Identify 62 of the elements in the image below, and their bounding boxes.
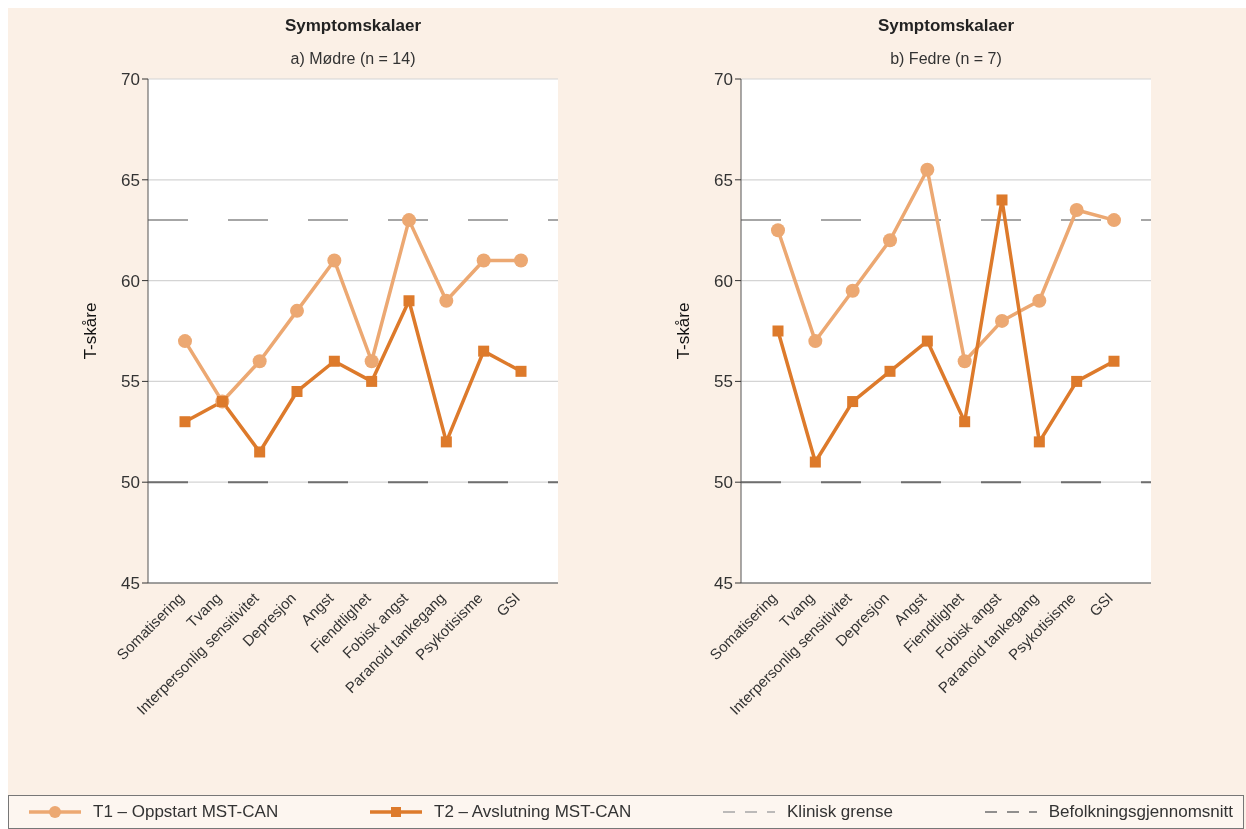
point xyxy=(366,375,378,387)
point xyxy=(364,354,379,369)
y-tick-label: 65 xyxy=(714,170,733,190)
point xyxy=(515,365,527,377)
y-tick-label: 45 xyxy=(121,574,140,594)
point xyxy=(957,354,972,369)
y-tick-label: 65 xyxy=(121,170,140,190)
legend-label: Befolkningsgjennomsnitt xyxy=(1048,802,1233,822)
point xyxy=(808,334,823,349)
point xyxy=(809,456,821,468)
point xyxy=(772,325,784,337)
point xyxy=(291,385,303,397)
point xyxy=(1107,213,1121,228)
chart-subtitle: a) Mødre (n = 14) xyxy=(289,50,417,68)
point xyxy=(1032,293,1047,308)
point xyxy=(1033,436,1045,448)
y-axis-title: T-skåre xyxy=(81,301,101,362)
point xyxy=(996,194,1008,206)
point xyxy=(327,253,342,268)
y-tick-label: 55 xyxy=(714,372,733,392)
point xyxy=(403,295,415,307)
point xyxy=(847,396,859,408)
y-tick-label: 55 xyxy=(121,372,140,392)
point xyxy=(995,313,1009,328)
chart-title: Symptomskalaer xyxy=(283,16,423,36)
legend-label: T2 – Avslutning MST-CAN xyxy=(434,802,632,822)
y-tick-label: 70 xyxy=(121,70,140,90)
y-tick-label: 60 xyxy=(121,271,140,291)
x-tick-label: GSI xyxy=(1085,589,1117,620)
y-tick-label: 60 xyxy=(714,271,733,291)
point xyxy=(478,345,490,357)
point xyxy=(440,436,452,448)
point xyxy=(920,162,935,177)
point xyxy=(439,293,454,308)
point xyxy=(921,335,933,347)
chart-subtitle: b) Fedre (n = 7) xyxy=(889,50,1003,68)
point xyxy=(959,416,971,428)
point xyxy=(1071,375,1083,387)
point xyxy=(290,303,304,318)
chart-title: Symptomskalaer xyxy=(876,16,1016,36)
point xyxy=(845,283,860,298)
x-tick-label: GSI xyxy=(492,589,524,620)
point xyxy=(1069,203,1084,218)
legend-label: Klinisk grense xyxy=(787,802,893,822)
point xyxy=(884,365,896,377)
point xyxy=(328,355,340,367)
point xyxy=(402,213,416,228)
point xyxy=(179,416,191,428)
point xyxy=(254,446,266,458)
y-tick-label: 70 xyxy=(714,70,733,90)
legend-label: T1 – Oppstart MST-CAN xyxy=(93,802,279,822)
point xyxy=(771,223,785,238)
y-axis-title: T-skåre xyxy=(674,301,694,362)
y-tick-label: 50 xyxy=(121,473,140,493)
point xyxy=(476,253,491,268)
point xyxy=(252,354,267,369)
y-tick-label: 45 xyxy=(714,574,733,594)
point xyxy=(883,233,897,248)
point xyxy=(514,253,528,268)
y-tick-label: 50 xyxy=(714,473,733,493)
point xyxy=(1108,355,1120,367)
point xyxy=(178,334,192,349)
